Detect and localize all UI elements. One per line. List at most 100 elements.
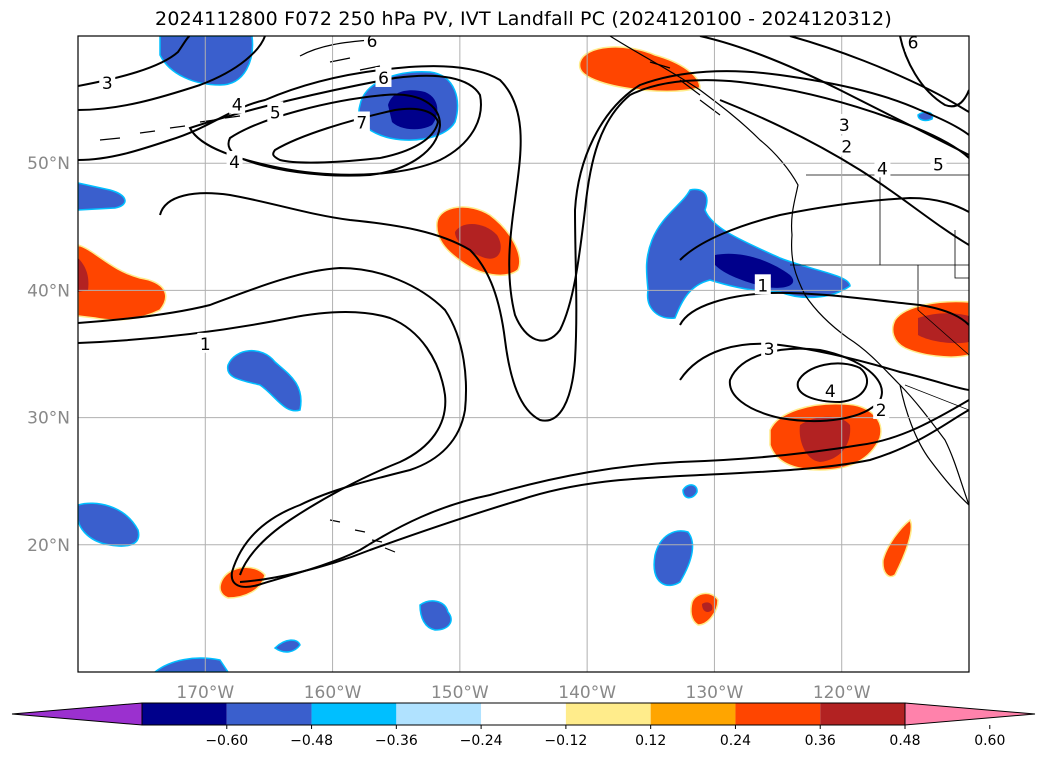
colorbar-tick-label: −0.36 [375,733,418,749]
neg-blob-aleutians-west [159,36,254,86]
pos-blob-west-40n-core [78,258,89,292]
colorbar-tick-label: −0.24 [460,733,503,749]
neg-blob-west-edge [78,182,126,211]
colorbar-tick-label: 0.48 [889,733,920,749]
lon-label: 120°W [813,683,871,703]
contour-label: 6 [378,69,389,89]
lon-label: 140°W [558,683,616,703]
colorbar-segment [396,703,482,725]
colorbar-tick-label: 0.12 [635,733,666,749]
lat-label: 20°N [27,536,70,556]
colorbar-extend-high [904,702,1036,726]
pos-blob-south-15n-core [702,602,713,612]
contour-label: 7 [356,113,367,133]
contour-5-east [699,36,969,156]
contour-label: 3 [102,74,113,94]
aleutian-islands [99,115,241,141]
contour-label: 1 [757,276,768,296]
contour-label: 4 [877,159,888,179]
contour-1-south [239,409,969,583]
ocean-background [78,36,969,672]
contour-label: 5 [933,155,944,175]
contour-label: 4 [229,153,240,173]
colorbar-segment [481,703,566,725]
colorbar-extend-low [11,702,143,726]
contour-label: 3 [764,340,775,360]
contour-label-bg [197,332,214,353]
contour-label-bg [761,337,778,358]
neg-blob-offshore-core [715,253,794,288]
contour-2-south [679,342,969,391]
neg-blob-bottom [153,657,229,672]
contour-label-bg [229,93,246,114]
contour-label-bg [822,379,839,400]
contour-label-bg [874,157,891,178]
colorbar: −0.60 −0.48 −0.36 −0.24 −0.12 0.12 0.24 0.36 0.4… [11,702,1036,749]
colorbar-segment [735,703,821,725]
lat-label: 40°N [27,281,70,301]
colorbar-segment [226,703,312,725]
contour-label: 6 [367,32,378,52]
colorbar-segment [565,703,651,725]
colorbar-segment [820,703,905,725]
colorbar-segment [142,703,227,725]
contour-label: 2 [841,138,852,158]
contour-label-bg [267,101,284,122]
contour-6-ne [899,36,969,108]
contour-label: 2 [876,401,887,421]
contour-4-west [78,36,266,111]
colorbar-tick-label: 0.24 [720,733,751,749]
latitude-labels: 20°N 30°N 40°N 50°N [27,154,70,556]
coastline-baja [899,384,969,506]
contour-1-main [78,266,969,588]
lon-label: 160°W [304,683,362,703]
contour-5 [188,74,482,176]
positive-anomaly-regions [78,46,969,626]
colorbar-tick-label: −0.48 [290,733,333,749]
pos-blob-alaska [578,46,701,92]
lat-label: 50°N [27,154,70,174]
contour-label-bg [99,72,116,93]
pos-blob-mid-pacific-core [455,224,501,259]
contour-4-south [796,362,869,404]
pos-blob-california-core [918,313,969,344]
lat-label: 30°N [27,409,70,429]
colorbar-tick-label: 0.36 [805,733,836,749]
neg-blob-south-14n [419,600,452,631]
lon-label: 150°W [431,683,489,703]
colorbar-tick-label: −0.12 [544,733,587,749]
contour-label: 3 [839,116,850,136]
contour-3-mid [159,70,969,422]
contour-label-bg [838,135,855,156]
contour-label: 6 [908,33,919,53]
colorbar-segment [311,703,397,725]
contour-label-bg [353,111,370,132]
contour-2-ne [719,99,969,246]
contour-label-bg [873,398,890,419]
map-frame [77,35,970,673]
coastline-alaska-islands [299,39,721,116]
contour-label: 1 [200,335,211,355]
state-border-ca-nv [917,265,969,356]
contour-4-mid [78,65,969,342]
pos-blob-baja-offshore-core [799,416,851,462]
contour-label-bg [226,150,243,171]
contour-label: 5 [270,103,281,123]
gridlines [78,36,969,672]
neg-blob-small-22n [682,484,698,499]
colorbar-frame [141,702,906,726]
contour-1-inner [78,311,447,576]
contour-label-bg [836,114,853,135]
pos-blob-mexico [882,518,912,578]
contour-2-east [679,196,969,261]
colorbar-tick-label: 0.60 [974,733,1005,749]
neg-blob-south-12n [273,639,301,653]
ivt-contours [78,36,969,588]
longitude-labels: 170°W 160°W 150°W 140°W 130°W 120°W [176,683,870,703]
contour-label-bg [375,66,392,87]
neg-blob-west-20n [78,502,140,547]
colorbar-tick-label: −0.60 [205,733,248,749]
